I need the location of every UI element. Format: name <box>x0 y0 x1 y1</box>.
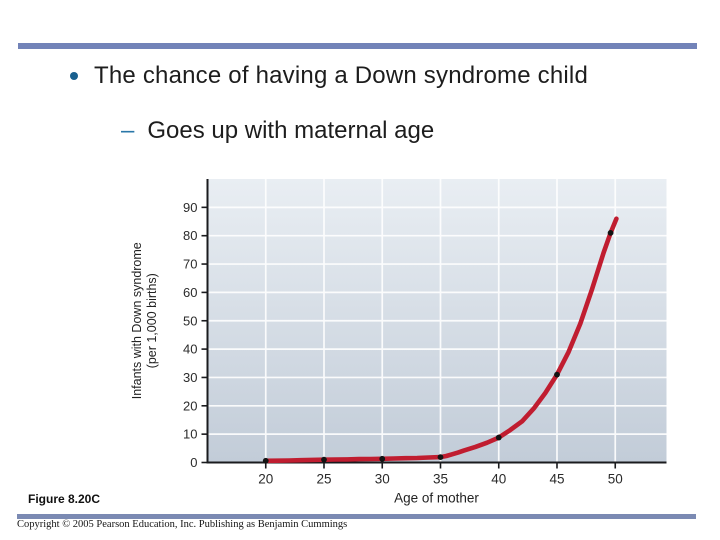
x-tick-label: 30 <box>375 472 390 487</box>
y-tick-label: 50 <box>183 313 197 328</box>
slide-subtitle: – Goes up with maternal age <box>121 117 434 145</box>
x-tick-label: 25 <box>316 472 331 487</box>
x-tick-label: 40 <box>491 472 506 487</box>
bullet-icon <box>70 72 78 80</box>
x-tick-labels: 20 25 30 35 40 45 50 <box>258 472 623 487</box>
slide-subtitle-text: Goes up with maternal age <box>147 117 435 144</box>
data-points <box>262 229 614 464</box>
x-tick-label: 50 <box>608 472 623 487</box>
y-tick-label: 90 <box>183 200 197 215</box>
y-tick-label: 30 <box>183 370 197 385</box>
data-curve <box>263 216 619 464</box>
gridlines <box>207 179 667 463</box>
dash-bullet-icon: – <box>121 117 135 144</box>
bottom-accent-bar <box>17 514 696 519</box>
data-point <box>495 434 502 441</box>
x-tick-label: 45 <box>549 472 564 487</box>
data-point <box>554 371 560 378</box>
y-axis-title-line1: Infants with Down syndrome <box>130 242 144 399</box>
y-tick-label: 60 <box>183 285 197 300</box>
y-tick-label: 10 <box>183 427 197 442</box>
data-point <box>321 456 327 463</box>
x-tick-label: 20 <box>258 472 273 487</box>
y-axis-title-line2: (per 1,000 births) <box>145 273 159 368</box>
slide-title-text: The chance of having a Down syndrome chi… <box>94 62 589 89</box>
axes <box>206 179 667 464</box>
data-point <box>262 457 269 464</box>
slide-title: The chance of having a Down syndrome chi… <box>70 62 588 90</box>
data-point <box>437 454 444 461</box>
y-tick-label: 0 <box>190 455 197 470</box>
plot-background <box>207 179 667 463</box>
y-tick-label: 20 <box>183 398 197 413</box>
y-tick-label: 80 <box>183 228 197 243</box>
x-tick-label: 35 <box>433 472 448 487</box>
y-tick-label: 40 <box>183 342 197 357</box>
top-accent-bar <box>18 43 697 49</box>
data-point <box>607 229 614 236</box>
x-axis-title: Age of mother <box>394 491 479 506</box>
tick-marks <box>201 206 617 469</box>
figure-label: Figure 8.20C <box>28 492 101 506</box>
y-tick-labels: 0 10 20 30 40 50 60 70 80 90 <box>183 200 197 470</box>
data-point <box>379 455 386 462</box>
y-tick-label: 70 <box>183 257 197 272</box>
copyright-text: Copyright © 2005 Pearson Education, Inc.… <box>17 519 348 530</box>
